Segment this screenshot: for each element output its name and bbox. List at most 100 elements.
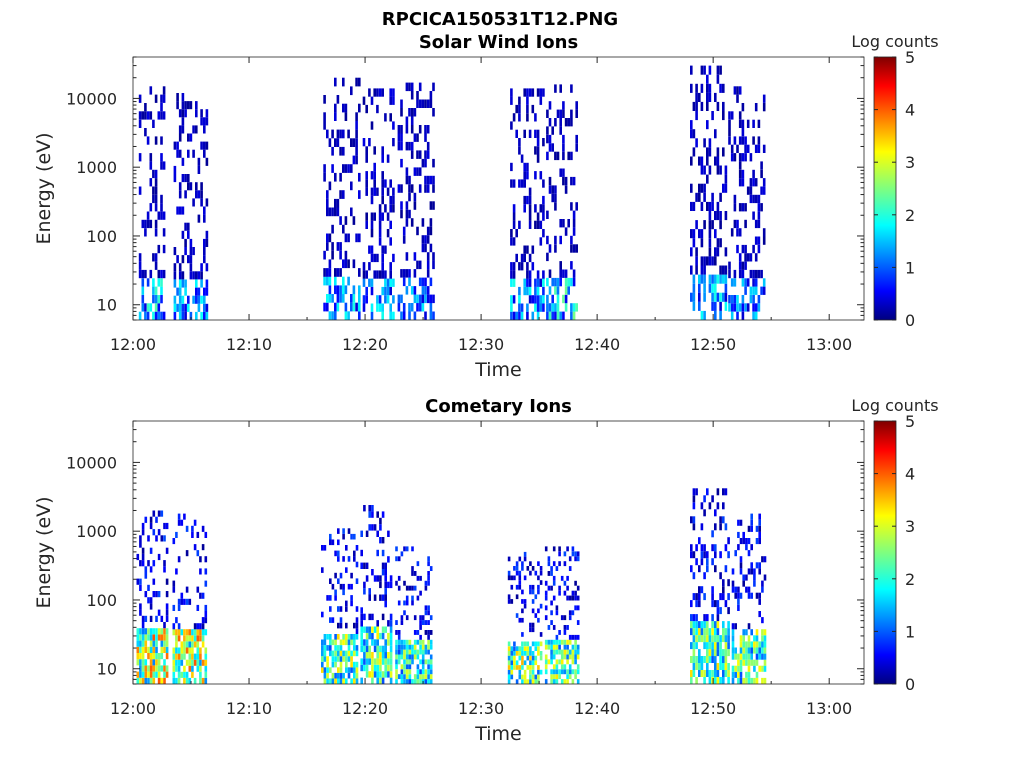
heatmap-cell	[529, 622, 532, 628]
heatmap-cell	[758, 538, 761, 545]
heatmap-cell	[708, 147, 712, 157]
heatmap-cell	[189, 238, 193, 247]
heatmap-cell	[400, 269, 403, 278]
heatmap-cell	[355, 155, 358, 165]
heatmap-cell	[203, 311, 206, 320]
heatmap-cell	[708, 220, 712, 230]
heatmap-cell	[176, 141, 179, 150]
heatmap-cell	[746, 278, 750, 287]
heatmap-cell	[531, 651, 535, 656]
heatmap-cell	[389, 179, 392, 188]
heatmap-cell	[200, 279, 203, 288]
heatmap-cell	[342, 639, 345, 646]
heatmap-cell	[331, 650, 335, 657]
heatmap-cell	[204, 647, 208, 654]
heatmap-cell	[205, 311, 209, 320]
heatmap-cell	[531, 641, 535, 647]
heatmap-cell	[724, 183, 728, 193]
heatmap-cell	[719, 551, 722, 559]
heatmap-cell	[177, 647, 181, 654]
heatmap-cell	[365, 645, 369, 653]
heatmap-cell	[389, 677, 393, 684]
heatmap-cell	[400, 644, 404, 650]
heatmap-cell	[185, 629, 189, 636]
heatmap-cell	[373, 212, 376, 221]
heatmap-cell	[157, 659, 161, 666]
heatmap-cell	[139, 628, 142, 635]
heatmap-cell	[199, 635, 202, 642]
heatmap-cell	[507, 556, 511, 562]
heatmap-cell	[763, 665, 767, 672]
heatmap-cell	[563, 551, 567, 557]
heatmap-cell	[559, 235, 562, 245]
heatmap-cell	[526, 286, 529, 296]
heatmap-cell	[512, 179, 516, 188]
heatmap-cell	[389, 311, 392, 320]
heatmap-cell	[184, 109, 187, 118]
heatmap-cell	[323, 639, 327, 646]
heatmap-cell	[745, 671, 748, 678]
heatmap-cell	[518, 570, 522, 576]
heatmap-cell	[193, 653, 197, 660]
heatmap-cell	[427, 556, 430, 562]
heatmap-cell	[714, 129, 717, 139]
heatmap-cell	[698, 301, 701, 311]
heatmap-cell	[568, 595, 572, 601]
heatmap-cell	[572, 219, 576, 228]
heatmap-cell	[698, 593, 701, 601]
heatmap-cell	[177, 519, 181, 526]
heatmap-cell	[185, 525, 189, 532]
heatmap-cell	[411, 659, 414, 665]
heatmap-cell	[379, 658, 382, 665]
heatmap-cell	[146, 219, 150, 229]
heatmap-cell	[408, 649, 412, 655]
heatmap-cell	[155, 646, 158, 653]
heatmap-cell	[716, 488, 720, 496]
heatmap-cell	[528, 278, 532, 287]
heatmap-cell	[432, 82, 435, 92]
heatmap-cell	[548, 134, 552, 144]
heatmap-cell	[189, 247, 193, 256]
heatmap-cell	[546, 151, 549, 161]
heatmap-cell	[719, 220, 722, 230]
heatmap-cell	[184, 238, 187, 247]
heatmap-cell	[711, 256, 714, 266]
heatmap-cell	[337, 667, 340, 673]
heatmap-cell	[724, 600, 728, 608]
heatmap-cell	[761, 647, 764, 654]
heatmap-cell	[515, 594, 519, 600]
heatmap-cell	[510, 660, 514, 666]
heatmap-cell	[146, 311, 150, 320]
heatmap-cell	[432, 201, 435, 210]
heatmap-cell	[510, 96, 513, 105]
heatmap-cell	[554, 118, 557, 127]
heatmap-cell	[714, 92, 717, 102]
heatmap-cell	[362, 262, 366, 271]
heatmap-cell	[411, 654, 414, 660]
heatmap-cell	[570, 244, 573, 253]
heatmap-cell	[427, 575, 430, 581]
heatmap-cell	[731, 671, 735, 678]
heatmap-cell	[355, 661, 359, 668]
heatmap-cell	[700, 65, 704, 75]
heatmap-cell	[716, 74, 720, 84]
heatmap-cell	[365, 575, 369, 582]
heatmap-cell	[711, 614, 714, 622]
heatmap-cell	[152, 253, 155, 262]
heatmap-cell	[152, 286, 155, 295]
heatmap-cell	[197, 303, 201, 312]
heatmap-cell	[546, 294, 549, 304]
heatmap-cell	[400, 133, 403, 142]
heatmap-cell	[537, 669, 540, 675]
heatmap-cell	[716, 274, 720, 284]
heatmap-cell	[410, 184, 414, 193]
heatmap-cell	[690, 565, 693, 573]
heatmap-cell	[714, 635, 717, 643]
heatmap-cell	[692, 621, 696, 629]
heatmap-cell	[416, 133, 419, 142]
heatmap-cell	[336, 302, 340, 312]
heatmap-cell	[368, 658, 371, 665]
heatmap-cell	[403, 644, 406, 650]
heatmap-cell	[337, 678, 340, 684]
heatmap-cell	[539, 171, 543, 180]
